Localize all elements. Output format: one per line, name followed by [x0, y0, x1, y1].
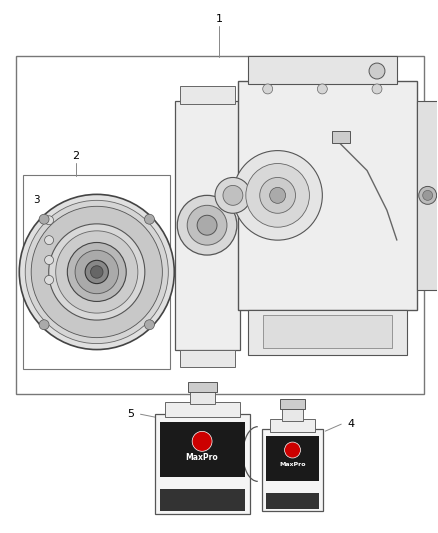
- Bar: [165, 402, 240, 417]
- Bar: [188, 382, 217, 392]
- Circle shape: [91, 266, 103, 278]
- Bar: [248, 310, 407, 354]
- Circle shape: [423, 190, 433, 200]
- Circle shape: [285, 442, 300, 458]
- Circle shape: [19, 195, 174, 350]
- Bar: [279, 399, 305, 409]
- Bar: [262, 429, 323, 511]
- Circle shape: [75, 251, 119, 294]
- Bar: [190, 389, 215, 404]
- Text: 4: 4: [348, 419, 355, 429]
- Circle shape: [187, 205, 227, 245]
- Bar: [16, 56, 424, 394]
- Bar: [175, 101, 240, 350]
- Text: 2: 2: [72, 151, 79, 160]
- Circle shape: [223, 185, 243, 205]
- Circle shape: [45, 255, 53, 264]
- Bar: [155, 414, 250, 514]
- Circle shape: [246, 164, 309, 227]
- Circle shape: [85, 260, 109, 284]
- Bar: [160, 422, 245, 477]
- Bar: [180, 350, 235, 367]
- Circle shape: [39, 320, 49, 330]
- Text: 3: 3: [33, 196, 39, 205]
- Circle shape: [192, 431, 212, 451]
- Bar: [23, 175, 170, 369]
- Circle shape: [39, 214, 49, 224]
- Circle shape: [145, 214, 155, 224]
- Circle shape: [45, 216, 53, 225]
- Circle shape: [45, 276, 53, 285]
- Circle shape: [372, 84, 382, 94]
- Circle shape: [270, 188, 286, 203]
- Text: MaxPro: MaxPro: [186, 453, 219, 462]
- Circle shape: [145, 320, 155, 330]
- Circle shape: [260, 177, 296, 213]
- Circle shape: [49, 224, 145, 320]
- Circle shape: [369, 63, 385, 79]
- Text: 1: 1: [215, 14, 223, 25]
- Bar: [417, 101, 438, 290]
- Bar: [248, 56, 397, 84]
- Circle shape: [197, 215, 217, 235]
- Circle shape: [25, 200, 168, 344]
- Bar: [266, 435, 319, 481]
- Bar: [180, 86, 235, 104]
- Text: 5: 5: [127, 409, 134, 419]
- Circle shape: [318, 84, 327, 94]
- Circle shape: [419, 187, 437, 204]
- Bar: [332, 131, 350, 143]
- Circle shape: [31, 206, 162, 337]
- Circle shape: [177, 196, 237, 255]
- Circle shape: [56, 231, 138, 313]
- Bar: [263, 315, 392, 348]
- Bar: [270, 419, 315, 432]
- Circle shape: [67, 243, 126, 302]
- Circle shape: [263, 84, 273, 94]
- Circle shape: [45, 236, 53, 245]
- Text: MaxPro: MaxPro: [279, 462, 306, 467]
- Bar: [238, 81, 417, 310]
- Bar: [160, 489, 245, 511]
- Bar: [266, 493, 319, 509]
- Bar: [282, 407, 304, 421]
- Circle shape: [233, 151, 322, 240]
- Circle shape: [215, 177, 251, 213]
